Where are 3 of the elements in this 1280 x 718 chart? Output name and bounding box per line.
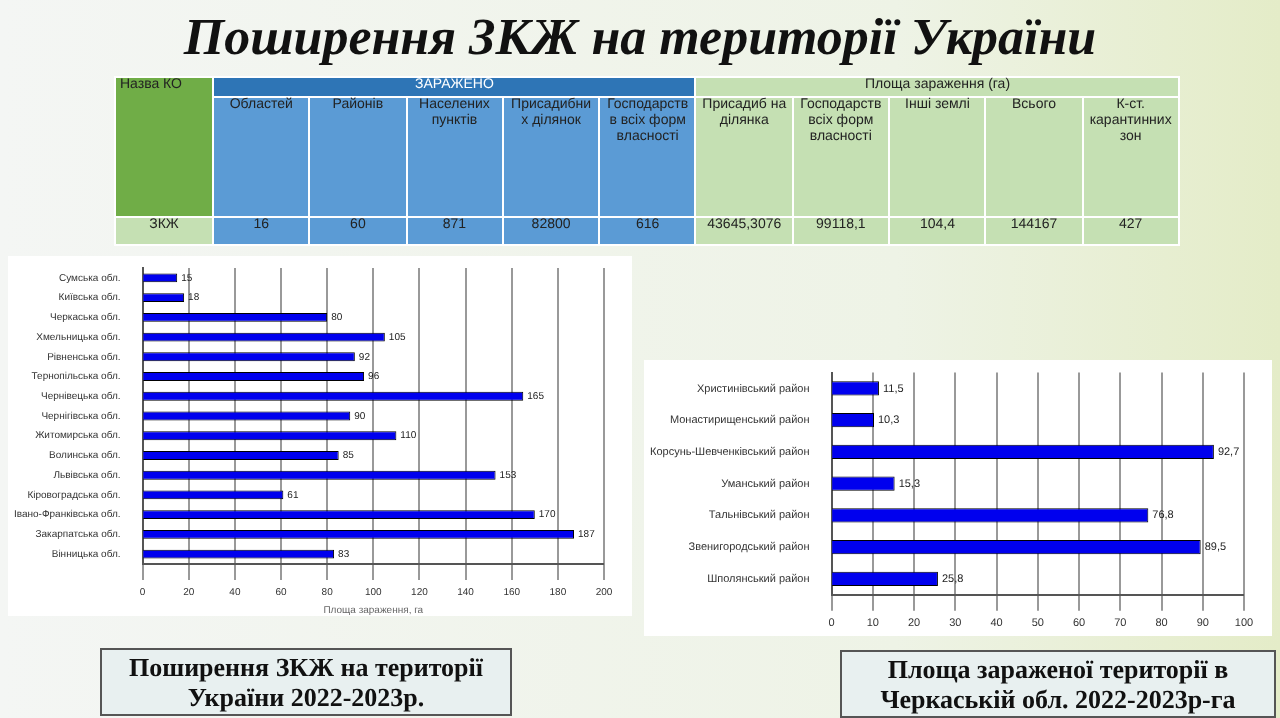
- text: Поширення ЗКЖ на території України 2022-2023р.: [100, 648, 512, 716]
- text: Поширення ЗКЖ на території України: [181, 8, 1099, 68]
- text: Площа зараженої території в Черкаській обл. 2022-2023р-га: [840, 650, 1276, 718]
